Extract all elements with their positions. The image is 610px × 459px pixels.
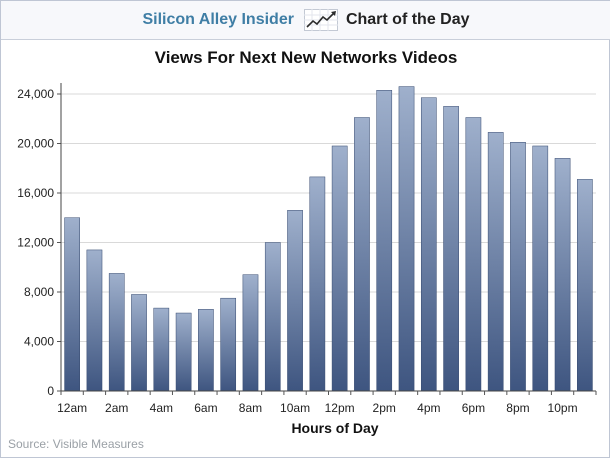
bars: [64, 86, 593, 392]
bar-10pm: [554, 158, 571, 392]
trend-line-icon: [303, 9, 338, 31]
bar-12pm: [331, 145, 348, 392]
x-tick-label: 2pm: [373, 401, 396, 415]
y-tick-label: 16,000: [17, 186, 54, 200]
bar-1am: [86, 249, 103, 392]
bar-4am: [153, 307, 170, 392]
y-tick-label: 24,000: [17, 87, 54, 101]
bar-9pm: [532, 145, 549, 392]
bar-9am: [264, 242, 281, 392]
x-tick-label: 4am: [150, 401, 173, 415]
x-tick-label: 10am: [280, 401, 310, 415]
bar-3pm: [398, 86, 415, 392]
x-tick-label: 12pm: [325, 401, 355, 415]
bar-10am: [287, 210, 303, 392]
bar-12am: [64, 217, 80, 392]
x-axis-label: Hours of Day: [291, 420, 378, 436]
bar-11pm: [577, 179, 593, 392]
bar-1pm: [354, 117, 370, 392]
y-tick-label: 12,000: [17, 236, 54, 250]
bar-4pm: [420, 97, 437, 392]
x-tick-label: 6pm: [462, 401, 485, 415]
x-tick-label: 12am: [57, 401, 87, 415]
x-tick-label: 4pm: [417, 401, 440, 415]
y-tick-label: 0: [47, 384, 54, 398]
bar-2am: [108, 273, 125, 392]
x-tick-label: 2am: [105, 401, 128, 415]
y-tick-label: 20,000: [17, 137, 54, 151]
bar-8am: [242, 274, 259, 392]
gridlines: [61, 93, 596, 342]
bar-5am: [175, 312, 192, 392]
bar-7pm: [487, 132, 504, 392]
axes: 0 4,000 8,000 12,000 16,000 20,000 24,000 12am 2…: [17, 83, 597, 415]
x-tick-label: 8am: [239, 401, 262, 415]
bar-7am: [220, 297, 237, 392]
header-bar: Silicon Alley Insider Chart of the Day: [1, 1, 610, 40]
bar-2pm: [376, 90, 393, 392]
x-tick-label: 8pm: [506, 401, 529, 415]
header-title: Chart of the Day: [345, 11, 470, 28]
y-tick-label: 4,000: [24, 335, 54, 349]
x-tick-label: 6am: [194, 401, 217, 415]
brand-name: Silicon Alley Insider: [142, 11, 294, 28]
bar-8pm: [510, 142, 526, 392]
bar-6am: [198, 309, 214, 392]
bar-3am: [131, 294, 147, 392]
bar-6pm: [465, 117, 482, 392]
bar-5pm: [443, 106, 459, 392]
y-tick-label: 8,000: [24, 285, 54, 299]
x-tick-label: 10pm: [548, 401, 578, 415]
source-note: Source: Visible Measures: [8, 437, 144, 451]
bar-11am: [309, 176, 326, 392]
chart-title: Views For Next New Networks Videos: [154, 48, 458, 67]
